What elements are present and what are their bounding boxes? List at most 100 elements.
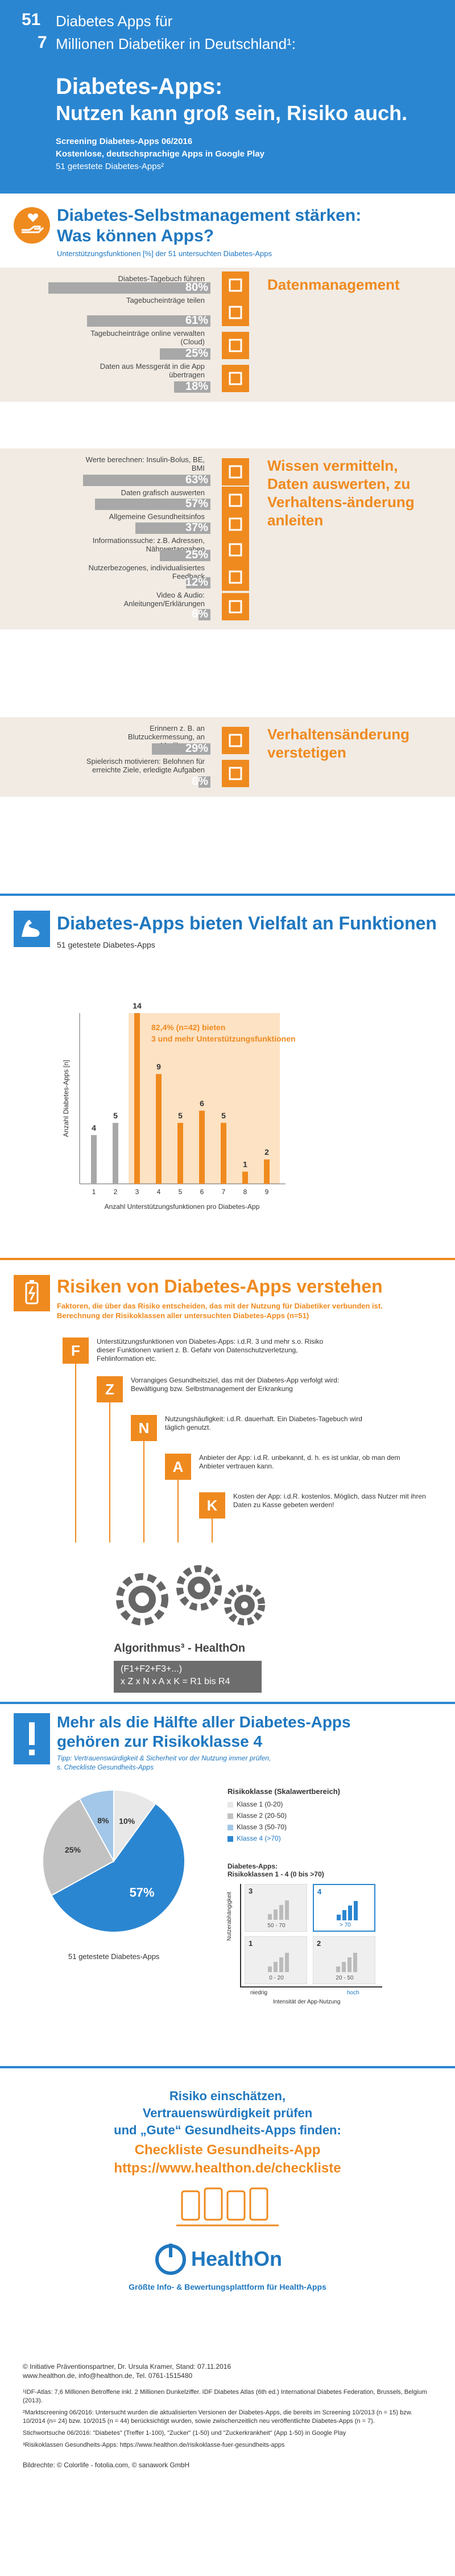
annotation-line-1: 82,4% (n=42) bieten	[151, 1023, 225, 1032]
function-label: Video & Audio: Anleitungen/Erklärungen	[123, 591, 205, 608]
legend-label: Klasse 3 (50-70)	[237, 1823, 287, 1831]
header-line-a: Diabetes Apps für	[56, 13, 173, 30]
legend-label: Klasse 1 (0-20)	[237, 1800, 283, 1808]
bar	[113, 1122, 118, 1184]
function-label: Daten aus Messgerät in die App übertrage…	[100, 362, 205, 379]
matrix-cell-range: 0 - 20	[269, 1975, 284, 1981]
header-sub-1: Screening Diabetes-Apps 06/2016	[56, 137, 193, 146]
matrix-cell-bars	[336, 1949, 359, 1972]
section-functions: Diabetes-Apps bieten Vielfalt an Funktio…	[0, 894, 455, 1252]
legend-swatch	[228, 1836, 233, 1842]
matrix-cell-bars	[337, 1898, 359, 1920]
matrix-cell: 1 0 - 20	[245, 1936, 307, 1984]
function-value: 61%	[185, 314, 208, 327]
count-diabetics: 7	[38, 33, 47, 52]
gears-icon	[102, 1554, 273, 1639]
function-label: Tagebucheinträge teilen	[126, 296, 205, 304]
function-bar	[198, 609, 210, 620]
matrix-mini-bar	[342, 1910, 346, 1920]
calculator-icon	[222, 458, 249, 485]
x-tick-label: 6	[200, 1188, 204, 1196]
trophy-icon	[222, 760, 249, 787]
function-bar	[152, 743, 210, 755]
s3-intro: Faktoren, die über das Risiko entscheide…	[57, 1302, 383, 1320]
functions-bar-chart: 4 1 5 2 14 3 9 4 5 5 6 6 5 7 1 8 2 9 Anzahl Unterstützungs…	[62, 1001, 296, 1211]
function-group: Wissen vermitteln, Daten auswerten, zu V…	[0, 448, 455, 629]
function-group: Verhaltensänderung verstetigen Erinnern z…	[0, 717, 455, 797]
matrix-xlabel: Intensität der App-Nutzung	[273, 1999, 341, 2005]
bar-value-label: 6	[200, 1098, 204, 1108]
section-risk-classes: Mehr als die Hälfte aller Diabetes-Apps …	[0, 1702, 455, 2060]
footer-line: www.healthon.de, info@healthon.de, Tel. …	[23, 2372, 193, 2380]
legend-swatch	[228, 1813, 233, 1819]
factor-description: Kosten der App: i.d.R. kostenlos. Möglic…	[233, 1492, 426, 1509]
function-label: Diabetes-Tagebuch führen	[118, 274, 205, 283]
s4-note-2: s. Checkliste Gesundheits-Apps	[57, 1763, 154, 1771]
factor-letter-box: K	[199, 1492, 225, 1519]
divider	[0, 894, 455, 896]
matrix-cell-range: 50 - 70	[267, 1923, 286, 1929]
algorithm-label: Algorithmus³ - HealthOn	[114, 1642, 246, 1655]
matrix-mini-bar	[342, 1962, 346, 1972]
matrix-mini-bar	[336, 1966, 340, 1972]
logo-text: HealthOn	[191, 2247, 283, 2270]
matrix-title-2: Risikoklassen 1 - 4 (0 bis >70)	[228, 1870, 324, 1878]
pie-slice-label: 57%	[130, 1885, 155, 1899]
s4-title-2: gehören zur Risikoklasse 4	[57, 1733, 263, 1750]
footer: © Initiative Präventionspartner, Dr. Urs…	[0, 2362, 455, 2576]
function-value: 80%	[185, 281, 208, 294]
footer-credits: © Initiative Präventionspartner, Dr. Urs…	[23, 2362, 432, 2380]
bar-value-label: 5	[221, 1111, 226, 1120]
matrix-y-axis	[240, 1884, 241, 1986]
factor-connector	[143, 1441, 144, 1542]
matrix-cell: 3 50 - 70	[245, 1884, 307, 1932]
hand-heart-icon	[14, 207, 50, 244]
factor-connector	[75, 1364, 76, 1542]
s2-subtitle: 51 getestete Diabetes-Apps	[57, 940, 155, 949]
matrix-mini-bar	[285, 1953, 289, 1972]
cta-line-3: und „Gute“ Gesundheits-Apps finden:	[114, 2123, 341, 2137]
risk-class-pie: 57% 25% 8% 10%	[42, 1789, 185, 1933]
group-heading: Verhaltensänderung verstetigen	[267, 726, 410, 761]
phone-apps-icon	[171, 2186, 284, 2231]
matrix-x-high: hoch	[347, 1990, 359, 1996]
function-group: Datenmanagement Diabetes-Tagebuch führen 8…	[0, 268, 455, 402]
bar	[134, 1013, 140, 1184]
cta-link[interactable]: https://www.healthon.de/checkliste	[114, 2161, 341, 2176]
bar-value-label: 14	[133, 1001, 142, 1010]
person-icon	[222, 563, 249, 591]
footer-image-credit: Bildrechte: © Colorlife - fotolia.com, ©…	[23, 2461, 190, 2469]
s2-title: Diabetes-Apps bieten Vielfalt an Funktio…	[57, 913, 437, 933]
matrix-cell-number: 3	[249, 1887, 253, 1895]
footer-note: ²Marktscreening 06/2016: Untersucht wurd…	[23, 2409, 413, 2425]
footer-note: ³Risikoklassen Gesundheits-Apps: https:/…	[23, 2442, 285, 2449]
annotation-line-2: 3 und mehr Unterstützungsfunktionen	[151, 1034, 296, 1043]
video-icon	[222, 593, 249, 620]
matrix-x-axis	[240, 1986, 382, 1987]
matrix-mini-bar	[274, 1910, 278, 1920]
factor-letter-box: N	[131, 1415, 157, 1441]
matrix-ylabel: Nutzerabhängigkeit	[226, 1891, 233, 1941]
undefined	[222, 365, 249, 392]
matrix-cell: 2 20 - 50	[313, 1936, 375, 1984]
function-label: Allgemeine Gesundheitsinfos	[109, 512, 205, 521]
muscle-icon	[14, 911, 50, 947]
count-apps: 51	[22, 10, 41, 29]
header-title-1: Diabetes-Apps:	[56, 74, 223, 99]
risk-matrix: Nutzerabhängigkeit 3 50 - 70 4 > 70 1 0 - 20 2…	[226, 1884, 392, 2009]
matrix-cell-bars	[268, 1949, 291, 1972]
factor-connector	[177, 1480, 179, 1542]
matrix-cell-range: 20 - 50	[336, 1975, 354, 1981]
matrix-title-1: Diabetes-Apps:	[228, 1862, 278, 1870]
logo-tagline: Größte Info- & Bewertungsplattform für H…	[129, 2282, 326, 2291]
matrix-mini-bar	[353, 1953, 357, 1972]
factor-description: Anbieter der App: i.d.R. unbekannt, d. h…	[199, 1454, 400, 1470]
function-value: 12%	[185, 576, 208, 589]
bar	[221, 1122, 226, 1184]
pie-slice	[113, 1789, 156, 1863]
matrix-cell-number: 1	[249, 1939, 253, 1948]
matrix-mini-bar	[354, 1901, 358, 1920]
y-axis-label: Anzahl Diabetes-Apps [n]	[62, 1060, 70, 1137]
function-value: 37%	[185, 521, 208, 534]
cta-checklist: Checkliste Gesundheits-App	[134, 2142, 321, 2158]
